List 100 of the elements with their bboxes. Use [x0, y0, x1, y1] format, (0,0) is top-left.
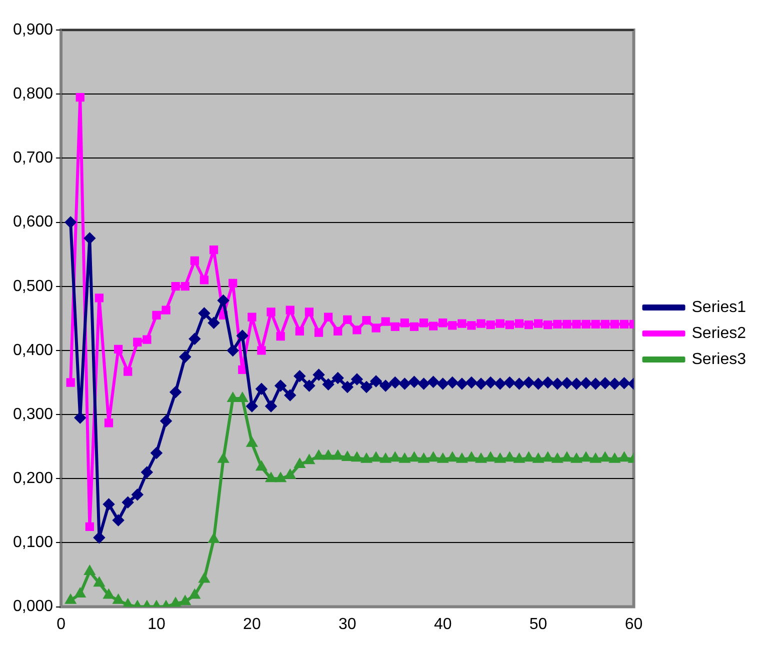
point [66, 378, 75, 387]
point [496, 319, 504, 328]
point [266, 473, 276, 482]
point [580, 378, 592, 389]
point [562, 320, 572, 328]
point [132, 489, 143, 500]
point [284, 390, 296, 401]
point [294, 370, 306, 382]
point [572, 320, 581, 328]
point [152, 310, 161, 320]
y-tick-label: 0,300 [12, 406, 54, 423]
point [572, 454, 582, 463]
point [141, 466, 152, 478]
point [190, 256, 199, 266]
point [458, 319, 466, 328]
point [390, 452, 400, 462]
point [180, 351, 191, 362]
point [114, 344, 123, 354]
point [84, 232, 96, 244]
point [124, 367, 132, 376]
point [610, 320, 619, 328]
point [238, 365, 247, 374]
point [208, 534, 219, 544]
point [590, 378, 602, 390]
point [610, 454, 620, 463]
point [561, 378, 572, 389]
point [418, 454, 429, 463]
y-tick-label: 0,500 [12, 278, 54, 295]
point [542, 452, 553, 462]
x-tick-label: 10 [148, 616, 166, 633]
point [332, 372, 344, 384]
point [476, 454, 486, 463]
point [371, 452, 381, 462]
point [295, 326, 304, 336]
point [476, 319, 486, 328]
x-tick-label: 60 [624, 616, 643, 633]
point [228, 393, 238, 402]
point [380, 454, 391, 463]
point [582, 320, 590, 328]
point [304, 380, 315, 392]
point [94, 294, 104, 302]
point [84, 566, 95, 576]
point [523, 376, 534, 388]
point [322, 378, 334, 390]
point [399, 378, 410, 390]
point [437, 378, 448, 390]
point [189, 333, 200, 344]
point [323, 450, 334, 460]
point [256, 383, 267, 394]
point [266, 400, 277, 412]
point [103, 498, 114, 510]
point [438, 454, 448, 463]
point [408, 376, 420, 388]
point [332, 450, 343, 460]
point [66, 594, 76, 604]
point [85, 522, 94, 532]
point [447, 452, 458, 462]
point [514, 378, 525, 390]
point [609, 378, 620, 390]
point [504, 376, 516, 388]
point [276, 332, 285, 341]
point [524, 452, 534, 462]
point [76, 92, 84, 102]
point [600, 378, 611, 389]
point [514, 319, 524, 328]
point [314, 450, 324, 460]
point [314, 328, 324, 337]
point [390, 322, 400, 332]
point [400, 318, 409, 328]
point [352, 326, 362, 334]
point [456, 378, 468, 390]
point [112, 514, 124, 526]
point [343, 315, 352, 324]
point [600, 320, 610, 328]
point [160, 415, 172, 426]
point [494, 378, 506, 390]
point [360, 381, 372, 392]
point [162, 306, 170, 314]
point [294, 459, 305, 468]
point [200, 276, 209, 284]
y-tick-label: 0,100 [12, 534, 54, 552]
point [171, 282, 180, 291]
point [313, 369, 324, 380]
point [533, 454, 544, 463]
point [342, 452, 352, 461]
point [400, 454, 410, 463]
legend-label: Series2 [692, 324, 746, 342]
point [419, 318, 428, 328]
point [381, 317, 390, 326]
point [466, 452, 476, 462]
point [218, 454, 228, 463]
point [246, 438, 257, 447]
point [304, 308, 314, 316]
point [591, 320, 600, 328]
point [257, 346, 266, 355]
x-tick-label: 20 [243, 616, 261, 633]
y-tick-label: 0,800 [12, 85, 54, 102]
point [446, 376, 458, 388]
point [486, 452, 496, 462]
point [246, 400, 258, 412]
